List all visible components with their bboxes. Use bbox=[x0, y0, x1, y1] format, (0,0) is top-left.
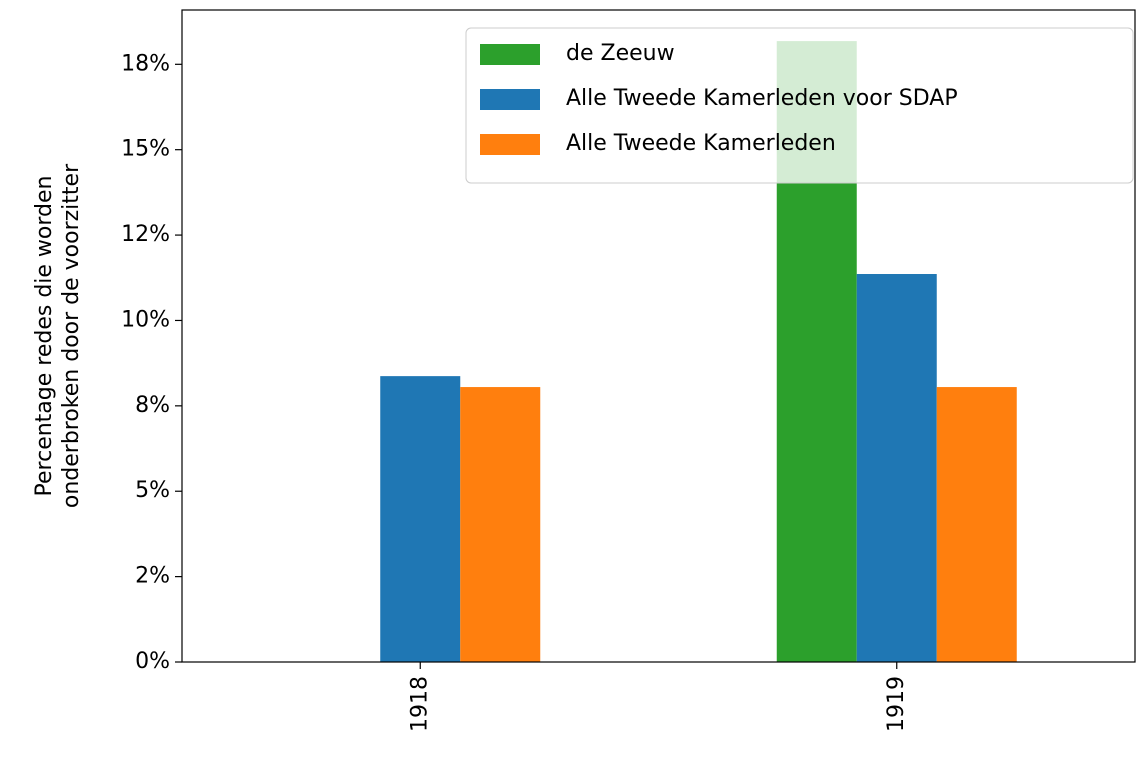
x-tick-label: 1918 bbox=[407, 676, 432, 732]
bar bbox=[856, 274, 937, 662]
x-tick-label: 1919 bbox=[884, 676, 909, 732]
y-tick-label: 2% bbox=[135, 564, 170, 589]
bar bbox=[936, 387, 1017, 662]
legend-box bbox=[465, 27, 1134, 184]
legend-swatch bbox=[480, 134, 540, 155]
y-tick-label: 10% bbox=[121, 307, 170, 332]
legend: de Zeeuw Alle Tweede Kamerleden voor SDAP… bbox=[465, 27, 1134, 184]
y-tick-label: 0% bbox=[135, 649, 170, 674]
legend-label: Alle Tweede Kamerleden bbox=[566, 131, 836, 156]
y-axis-label: Percentage redes die worden bbox=[32, 176, 57, 497]
y-tick-label: 18% bbox=[121, 51, 170, 76]
y-axis-label: onderbroken door de voorzitter bbox=[59, 163, 84, 508]
plot-frame bbox=[181, 9, 1136, 663]
bar bbox=[460, 387, 541, 662]
y-tick-label: 12% bbox=[121, 222, 170, 247]
bar bbox=[380, 376, 461, 662]
legend-swatch bbox=[480, 44, 540, 65]
y-tick-label: 8% bbox=[135, 393, 170, 418]
legend-swatch bbox=[480, 89, 540, 110]
legend-label: de Zeeuw bbox=[566, 41, 675, 66]
y-tick-label: 15% bbox=[121, 137, 170, 162]
legend-label: Alle Tweede Kamerleden voor SDAP bbox=[566, 86, 958, 111]
y-tick-label: 5% bbox=[135, 478, 170, 503]
